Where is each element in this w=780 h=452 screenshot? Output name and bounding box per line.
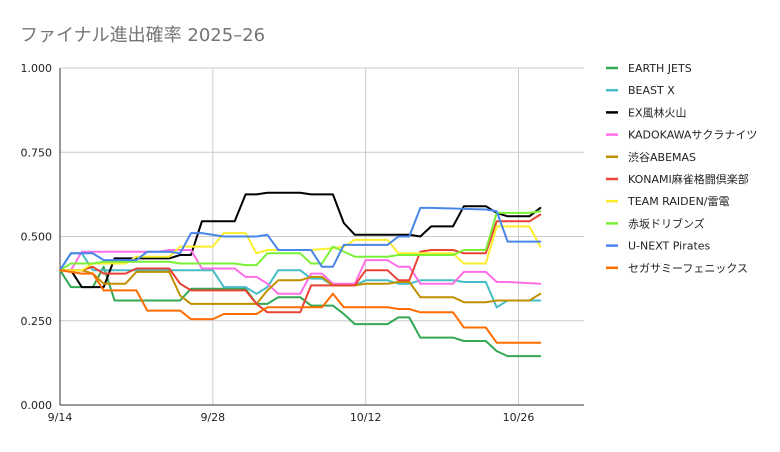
- legend: EARTH JETS BEAST X EX風林火山 KADOKAWAサクラナイツ渋谷A…: [606, 62, 757, 275]
- series-5-line: [59, 213, 542, 314]
- series-8-line: [59, 206, 542, 272]
- legend-item: 赤坂ドリブンズ: [606, 216, 705, 230]
- chart-title: ファイナル進出確率 2025–26: [20, 25, 265, 46]
- legend-item: EX風林火山: [606, 105, 687, 119]
- series-3-line: [59, 249, 542, 295]
- series-7-line: [59, 210, 542, 272]
- legend-label: 赤坂ドリブンズ: [628, 216, 705, 230]
- series-6-line: [59, 225, 542, 272]
- grid: [60, 67, 584, 405]
- legend-label: U-NEXT Pirates: [628, 240, 711, 253]
- legend-label: KADOKAWAサクラナイツ: [628, 129, 757, 142]
- series-2-line: [59, 191, 542, 289]
- legend-item: セガサミーフェニックス: [606, 262, 748, 275]
- series-0-line: [59, 265, 542, 358]
- legend-item: KONAMI麻雀格闘倶楽部: [606, 172, 749, 186]
- legend-label: 渋谷ABEMAS: [628, 151, 696, 164]
- x-tick-label: 9/28: [200, 411, 225, 424]
- legend-label: セガサミーフェニックス: [628, 262, 748, 275]
- series-4-line: [59, 269, 542, 305]
- legend-item: BEAST X: [606, 84, 675, 97]
- legend-label: BEAST X: [628, 84, 675, 97]
- legend-item: TEAM RAIDEN/雷電: [606, 195, 730, 208]
- series-9-line: [59, 269, 542, 344]
- legend-item: EARTH JETS: [606, 62, 692, 75]
- y-tick-label: 0.250: [21, 315, 53, 328]
- legend-item: 渋谷ABEMAS: [606, 151, 696, 164]
- x-tick-label: 10/12: [350, 411, 382, 424]
- series-1-line: [59, 252, 542, 309]
- y-tick-label: 0.500: [21, 231, 53, 244]
- legend-label: TEAM RAIDEN/雷電: [627, 195, 730, 208]
- series-lines: [59, 191, 542, 358]
- legend-label: EARTH JETS: [628, 62, 692, 75]
- legend-item: U-NEXT Pirates: [606, 240, 711, 253]
- x-tick-label: 10/26: [503, 411, 535, 424]
- axes: 0.000 0.250 0.500 0.750 1.000 9/14 9/28 10/12 10…: [21, 62, 584, 424]
- x-tick-label: 9/14: [48, 411, 73, 424]
- legend-label: KONAMI麻雀格闘倶楽部: [628, 172, 749, 186]
- legend-label: EX風林火山: [628, 105, 687, 119]
- y-tick-label: 0.750: [21, 146, 53, 159]
- legend-item: KADOKAWAサクラナイツ: [606, 129, 757, 142]
- y-tick-label: 1.000: [21, 62, 53, 75]
- y-tick-label: 0.000: [21, 399, 53, 412]
